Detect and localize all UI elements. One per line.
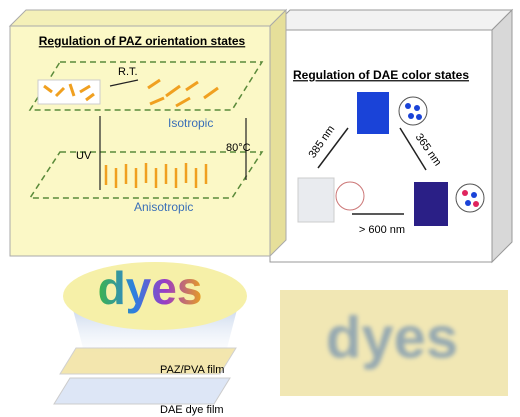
rt-label: R.T. (118, 66, 138, 78)
uv-label: UV (76, 150, 92, 162)
film-label: PAZ/PVA film (160, 364, 224, 376)
dae-panel: Regulation of DAE color states 385 nm 36… (268, 8, 514, 264)
state-label: Isotropic (168, 116, 213, 130)
dae-title: Regulation of DAE color states (293, 68, 469, 82)
wave-label: > 600 nm (359, 224, 405, 236)
films: PAZ/PVA film DAE dye film (53, 347, 237, 416)
paz-title: Regulation of PAZ orientation states (39, 34, 246, 48)
photo-text: dyes (326, 305, 458, 370)
photo: dyes (280, 290, 508, 396)
heat-label: 80°C (226, 142, 251, 154)
logo: dyes (63, 262, 247, 352)
state-label: Anisotropic (134, 200, 193, 214)
paz-panel: Regulation of PAZ orientation states R.T… (8, 8, 288, 258)
logo-text: dyes (98, 262, 203, 314)
film-label: DAE dye film (160, 404, 224, 416)
